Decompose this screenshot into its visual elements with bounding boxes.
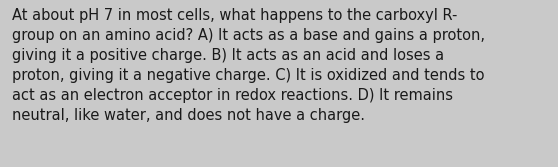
Text: At about pH 7 in most cells, what happens to the carboxyl R-
group on an amino a: At about pH 7 in most cells, what happen… [12,8,485,123]
